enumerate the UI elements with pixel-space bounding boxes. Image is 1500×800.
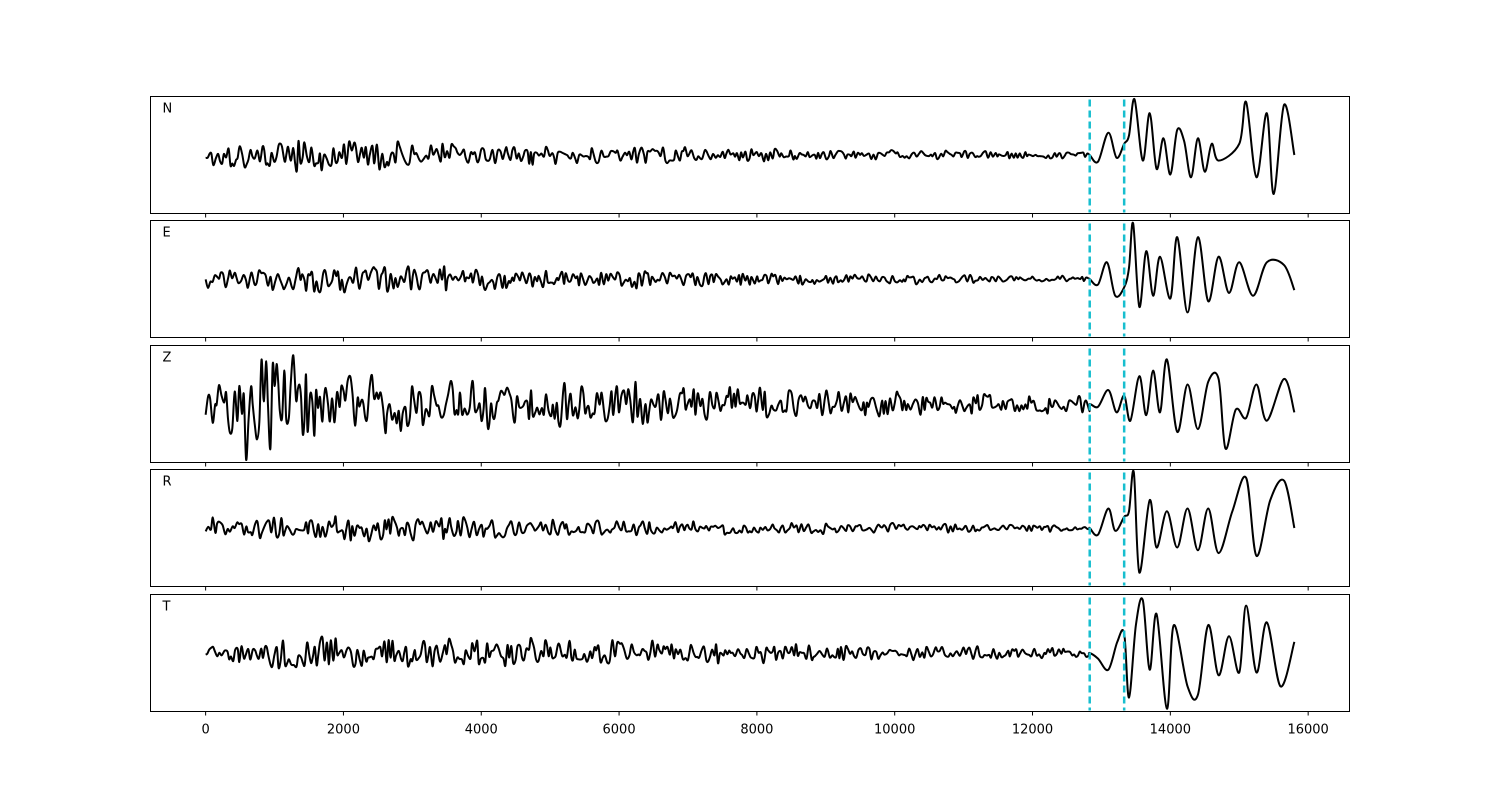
panel-n: N [150,96,1350,218]
panel-label: E [163,226,171,241]
panel-label: Z [163,351,172,366]
x-tick-label: 6000 [603,723,636,738]
waveform-trace-z [204,354,1296,461]
waveform-trace-t [205,597,1296,710]
x-tick-label: 12000 [1012,723,1053,738]
panel-frame [150,96,1350,214]
x-tick-label: 14000 [1150,723,1191,738]
panel-frame [150,220,1350,338]
x-tick-label: 2000 [327,723,360,738]
panel-z: Z [150,345,1350,467]
waveform-trace-r [204,469,1296,574]
x-tick-label: 10000 [874,723,915,738]
panel-label: T [162,600,171,615]
panel-t: T [150,594,1350,716]
waveform-trace-e [204,221,1296,314]
x-tick-label: 8000 [740,723,773,738]
x-tick-label: 16000 [1287,723,1328,738]
panel-frame [150,469,1350,587]
x-tick-label: 0 [201,723,209,738]
panel-frame [150,594,1350,712]
panel-frame [150,345,1350,463]
panel-e: E [150,220,1350,342]
panel-label: R [163,475,172,490]
panel-label: N [163,102,173,117]
waveform-trace-n [205,98,1296,196]
x-tick-label: 4000 [465,723,498,738]
panel-r: R [150,469,1350,591]
